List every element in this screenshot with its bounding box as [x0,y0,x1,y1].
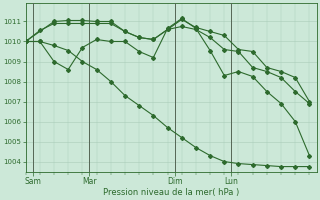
X-axis label: Pression niveau de la mer( hPa ): Pression niveau de la mer( hPa ) [103,188,239,197]
